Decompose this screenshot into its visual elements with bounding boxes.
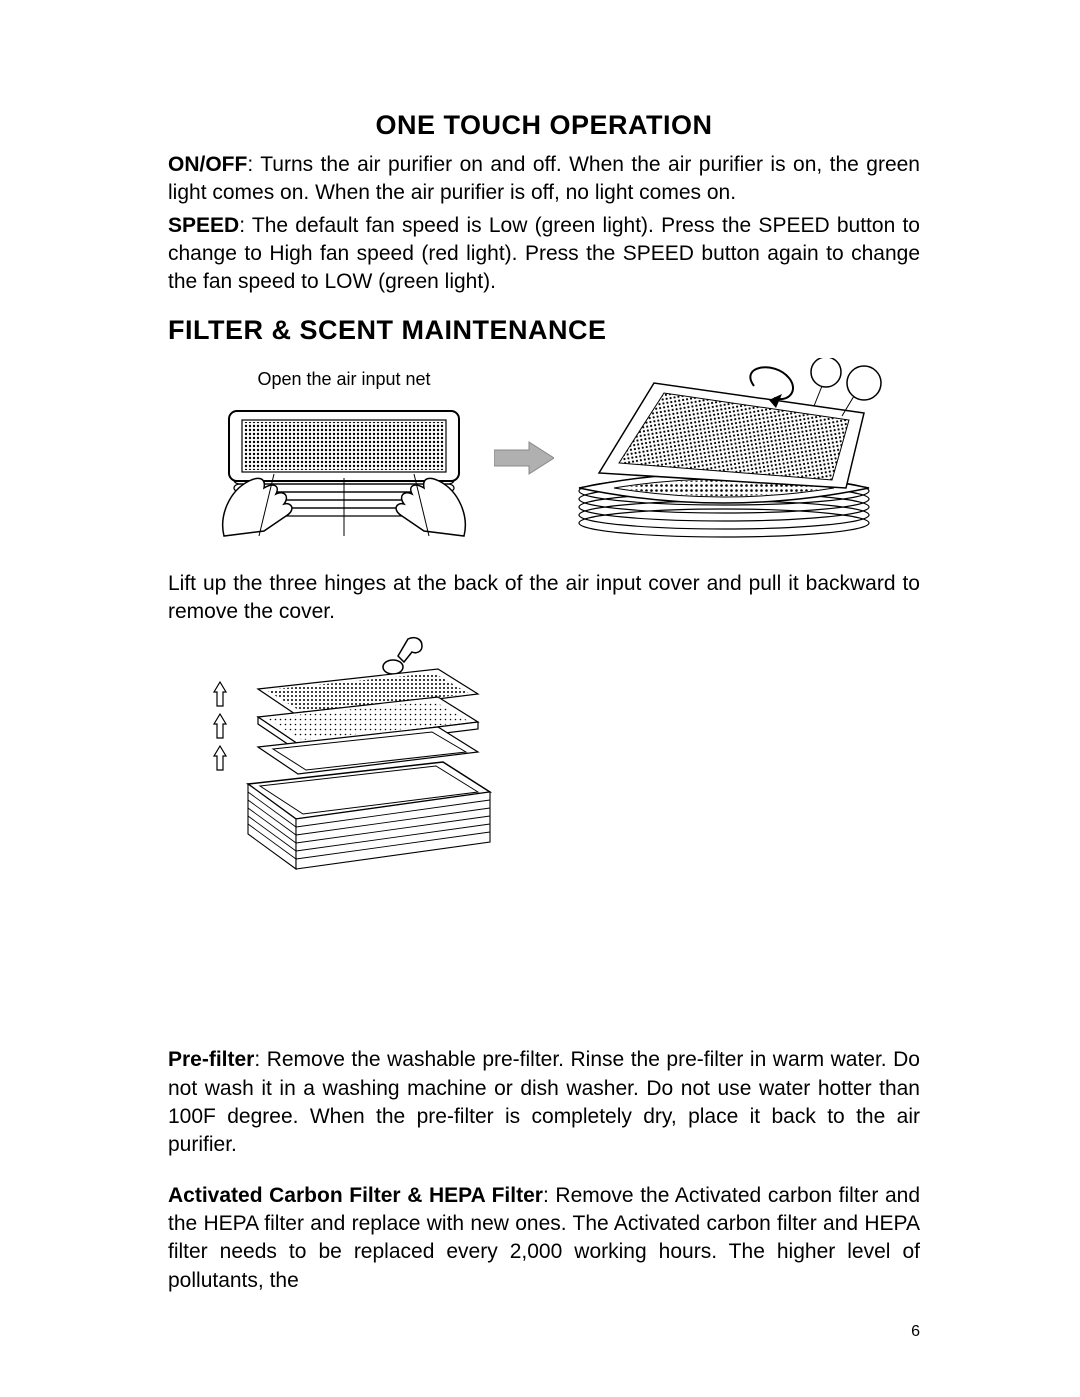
prefilter-text: : Remove the washable pre-filter. Rinse … bbox=[168, 1048, 920, 1156]
section-title-filter: FILTER & SCENT MAINTENANCE bbox=[168, 315, 920, 346]
page-number: 6 bbox=[911, 1323, 920, 1341]
onoff-paragraph: ON/OFF: Turns the air purifier on and of… bbox=[168, 151, 920, 208]
document-page: ONE TOUCH OPERATION ON/OFF: Turns the ai… bbox=[0, 0, 1080, 1397]
onoff-label: ON/OFF bbox=[168, 153, 247, 176]
speed-text: : The default fan speed is Low (green li… bbox=[168, 214, 920, 294]
cover-lifted-illustration bbox=[564, 358, 884, 558]
carbon-label: Activated Carbon Filter & HEPA Filter bbox=[168, 1184, 543, 1207]
section-title-operation: ONE TOUCH OPERATION bbox=[168, 110, 920, 141]
figure-open-cover: Open the air input net bbox=[204, 369, 484, 546]
prefilter-label: Pre-filter bbox=[168, 1048, 254, 1071]
speed-label: SPEED bbox=[168, 214, 239, 237]
prefilter-paragraph: Pre-filter: Remove the washable pre-filt… bbox=[168, 1046, 920, 1159]
onoff-text: : Turns the air purifier on and off. Whe… bbox=[168, 153, 920, 204]
spacer-2 bbox=[168, 1164, 920, 1182]
arrow-icon bbox=[494, 438, 554, 478]
carbon-paragraph: Activated Carbon Filter & HEPA Filter: R… bbox=[168, 1182, 920, 1295]
lift-text: Lift up the three hinges at the back of … bbox=[168, 570, 920, 627]
figure-open-cover-caption: Open the air input net bbox=[257, 369, 430, 390]
speed-paragraph: SPEED: The default fan speed is Low (gre… bbox=[168, 212, 920, 297]
figure-row-1: Open the air input net bbox=[168, 358, 920, 558]
open-cover-illustration bbox=[204, 396, 484, 546]
figure-row-2 bbox=[178, 634, 920, 894]
exploded-filters-illustration bbox=[178, 634, 518, 894]
spacer bbox=[168, 906, 920, 1046]
